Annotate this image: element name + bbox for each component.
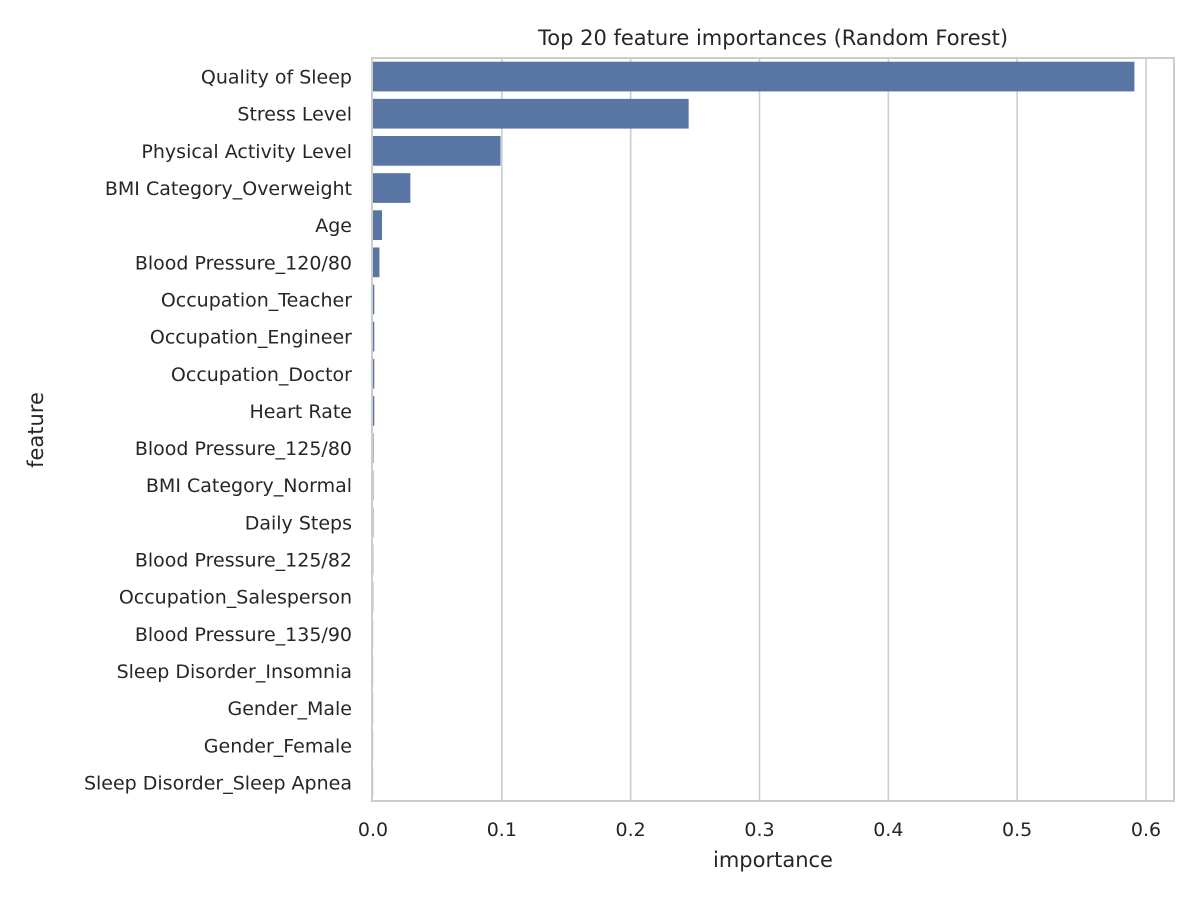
x-tick-label: 0.3 (744, 819, 774, 841)
bar (373, 247, 379, 277)
y-tick-label: BMI Category_Overweight (105, 178, 352, 200)
y-tick-label: Gender_Female (204, 735, 352, 757)
bar (373, 99, 689, 129)
y-tick-label: Quality of Sleep (201, 67, 352, 89)
y-tick-label: Occupation_Engineer (150, 327, 352, 349)
x-tick-label: 0.1 (487, 819, 517, 841)
x-tick-label: 0.0 (358, 819, 388, 841)
x-axis-label: importance (713, 848, 833, 872)
bar (373, 359, 374, 389)
y-tick-label: Stress Level (237, 104, 352, 126)
y-tick-label: Heart Rate (250, 401, 353, 423)
y-tick-label: Blood Pressure_125/82 (135, 550, 352, 572)
y-tick-label: BMI Category_Normal (146, 475, 352, 497)
bar (373, 285, 374, 315)
chart-title: Top 20 feature importances (Random Fores… (537, 26, 1008, 50)
y-tick-label: Sleep Disorder_Sleep Apnea (84, 772, 352, 794)
y-tick-label: Sleep Disorder_Insomnia (117, 661, 352, 683)
x-tick-label: 0.4 (873, 819, 903, 841)
y-tick-label: Occupation_Salesperson (119, 587, 352, 609)
bar (373, 433, 374, 463)
y-tick-label: Daily Steps (245, 512, 352, 534)
x-tick-label: 0.2 (616, 819, 646, 841)
y-tick-label: Age (315, 215, 352, 237)
x-tick-label: 0.6 (1131, 819, 1161, 841)
y-tick-label: Occupation_Doctor (171, 364, 352, 386)
x-tick-label: 0.5 (1002, 819, 1032, 841)
y-tick-label: Physical Activity Level (141, 141, 352, 163)
y-tick-label: Occupation_Teacher (161, 289, 352, 311)
y-tick-label: Blood Pressure_135/90 (135, 624, 352, 646)
y-axis-label: feature (24, 392, 48, 468)
y-tick-label: Blood Pressure_120/80 (135, 252, 352, 274)
bar (373, 136, 501, 166)
bar (373, 173, 410, 203)
bar (373, 62, 1134, 92)
bar (373, 396, 374, 426)
bar (373, 322, 374, 352)
y-tick-label: Gender_Male (227, 698, 352, 720)
y-tick-label: Blood Pressure_125/80 (135, 438, 352, 460)
bar (373, 210, 382, 240)
